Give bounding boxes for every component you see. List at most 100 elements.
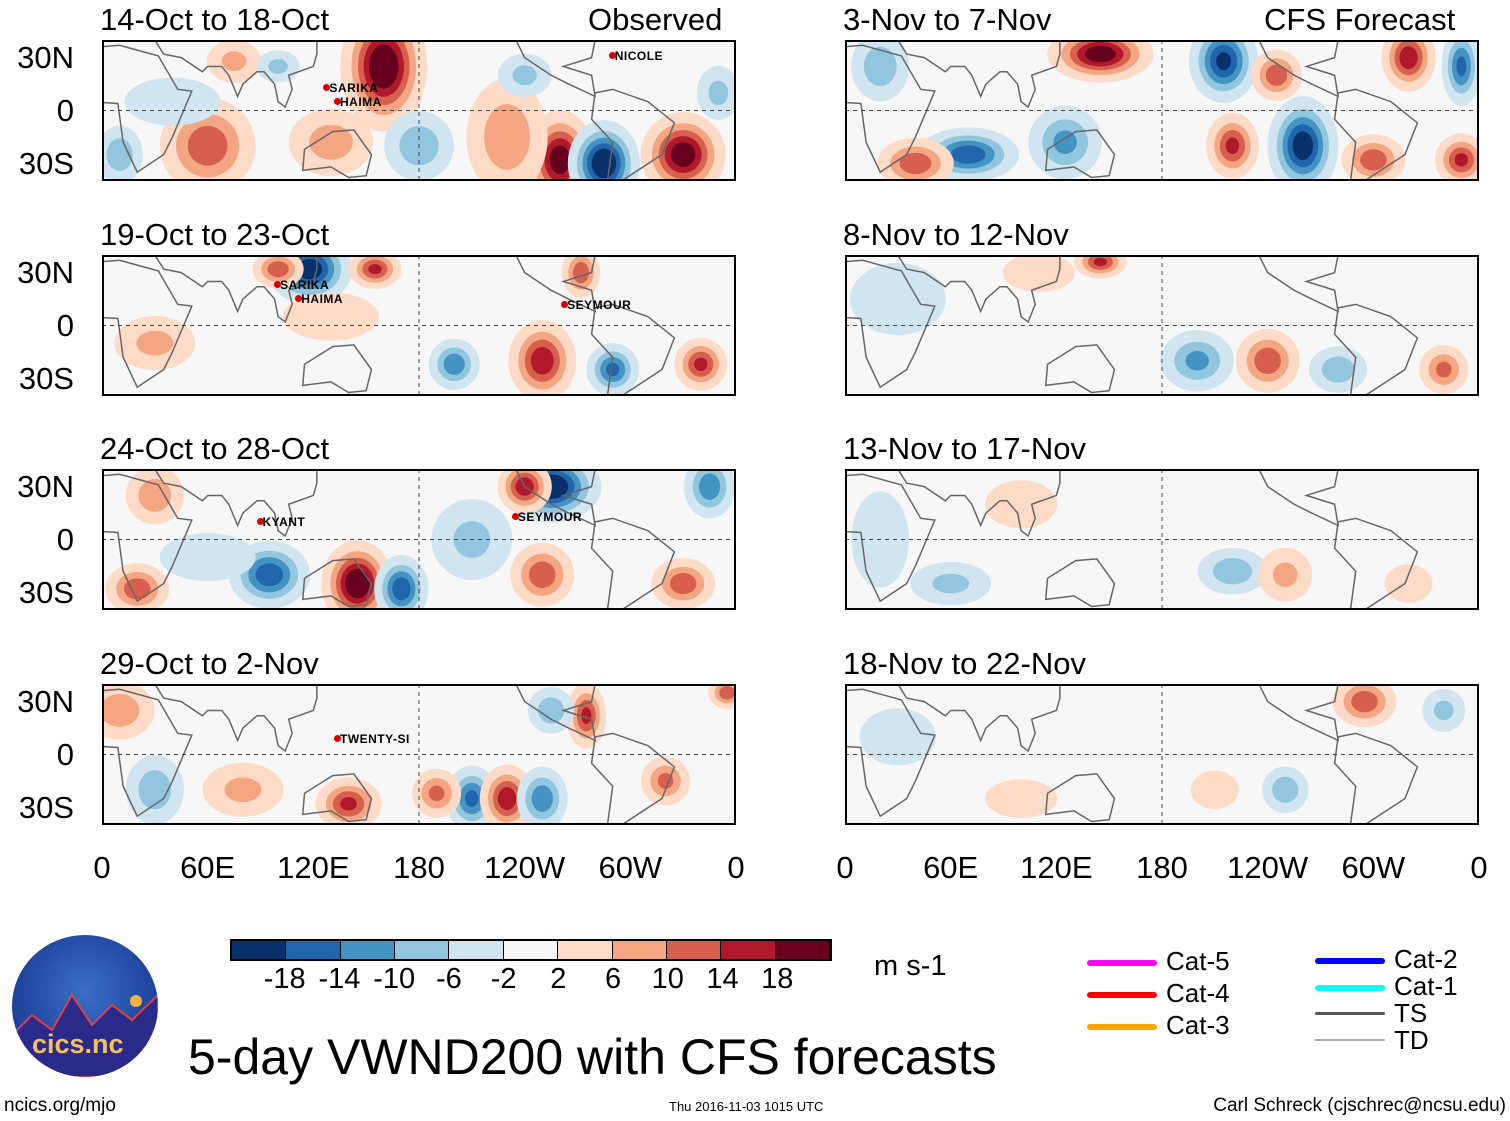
coastline bbox=[516, 42, 597, 98]
anomaly-contour bbox=[694, 357, 708, 371]
anomaly-contour bbox=[136, 330, 174, 356]
legend-label: Cat-5 bbox=[1166, 946, 1230, 976]
anomaly-contour bbox=[1254, 347, 1281, 375]
storm-label: KYANT bbox=[262, 515, 306, 530]
colorbar-label: 6 bbox=[605, 963, 622, 995]
y-tick-label: 0 bbox=[56, 308, 74, 343]
anomaly-contour bbox=[669, 572, 697, 595]
anomaly-contour bbox=[1351, 690, 1378, 713]
panel-title: 19-Oct to 23-Oct bbox=[100, 217, 330, 252]
colorbar-swatch bbox=[395, 941, 450, 959]
x-tick-label: 0 bbox=[836, 850, 854, 885]
panel-title: 18-Nov to 22-Nov bbox=[843, 646, 1086, 681]
anomaly-contour bbox=[1384, 564, 1433, 603]
legend-label: Cat-3 bbox=[1166, 1010, 1230, 1040]
coastline bbox=[155, 257, 318, 324]
anomaly-contour bbox=[1225, 137, 1240, 155]
site-link[interactable]: ncics.org/mjo bbox=[4, 1095, 116, 1116]
x-tick-label: 0 bbox=[93, 850, 111, 885]
storm-label: HAIMA bbox=[339, 94, 382, 109]
colorbar-swatch bbox=[340, 941, 396, 959]
x-tick-label: 60E bbox=[923, 850, 979, 885]
anomaly-contour bbox=[1435, 361, 1452, 378]
anomaly-contour bbox=[985, 779, 1058, 818]
anomaly-contour bbox=[138, 479, 172, 512]
anomaly-contour bbox=[443, 353, 465, 375]
colorbar-swatch bbox=[286, 941, 341, 959]
anomaly-contour bbox=[1216, 52, 1232, 71]
anomaly-contour bbox=[1456, 56, 1467, 77]
anomaly-contour bbox=[573, 261, 589, 284]
coastline bbox=[1259, 686, 1340, 742]
anomaly-contour bbox=[528, 561, 556, 589]
x-tick-label: 60W bbox=[598, 850, 663, 885]
anomaly-contour bbox=[657, 773, 674, 789]
legend-label: TD bbox=[1394, 1025, 1429, 1055]
panel-title: 24-Oct to 28-Oct bbox=[100, 431, 330, 466]
timestamp: Thu 2016-11-03 1015 UTC bbox=[669, 1099, 824, 1114]
anomaly-contour bbox=[537, 697, 565, 724]
coastline bbox=[590, 303, 676, 394]
coastline bbox=[155, 686, 318, 753]
x-tick-label: 120W bbox=[1227, 850, 1309, 885]
anomaly-contour bbox=[124, 77, 221, 126]
anomaly-contour bbox=[268, 59, 288, 74]
coastline bbox=[1259, 42, 1340, 98]
coastline bbox=[301, 344, 373, 394]
anomaly-contour bbox=[1433, 700, 1454, 721]
anomaly-contour bbox=[1272, 776, 1299, 803]
storm-track-icon bbox=[561, 300, 569, 308]
x-tick-label: 0 bbox=[1470, 850, 1488, 885]
x-tick-label: 60W bbox=[1341, 850, 1406, 885]
map-field bbox=[847, 42, 1477, 179]
anomaly-contour bbox=[1399, 46, 1418, 70]
legend-label: Cat-2 bbox=[1394, 944, 1458, 974]
anomaly-contour bbox=[1093, 257, 1108, 267]
coastline bbox=[516, 686, 597, 742]
y-tick-label: 0 bbox=[56, 93, 74, 128]
anomaly-contour bbox=[985, 480, 1058, 529]
anomaly-contour bbox=[531, 785, 553, 812]
legend-label: Cat-1 bbox=[1394, 971, 1458, 1001]
y-tick-label: 30N bbox=[17, 40, 74, 75]
x-tick-label: 180 bbox=[393, 850, 445, 885]
storm-label: SEYMOUR bbox=[517, 509, 583, 524]
storm-track-icon bbox=[511, 512, 519, 520]
map-field bbox=[847, 686, 1477, 823]
anomaly-contour bbox=[530, 346, 554, 375]
anomaly-contour bbox=[512, 65, 537, 86]
anomaly-contour bbox=[708, 80, 729, 106]
legend-line bbox=[1315, 1039, 1385, 1041]
legend-line bbox=[1087, 992, 1157, 998]
anomaly-contour bbox=[859, 708, 936, 766]
x-tick-label: 0 bbox=[727, 850, 745, 885]
figure-title: 5-day VWND200 with CFS forecasts bbox=[188, 1029, 997, 1085]
legend-line bbox=[1315, 1012, 1385, 1015]
anomaly-contour bbox=[104, 694, 140, 727]
colorbar-swatch bbox=[666, 941, 722, 959]
anomaly-contour bbox=[340, 797, 357, 811]
y-tick-label: 0 bbox=[56, 522, 74, 557]
anomaly-contour bbox=[1185, 350, 1209, 371]
coastline bbox=[590, 732, 676, 823]
anomaly-contour bbox=[484, 104, 530, 170]
coastline bbox=[898, 686, 1061, 753]
storm-track-icon bbox=[323, 83, 331, 91]
coastline bbox=[1259, 471, 1340, 527]
legend-line bbox=[1315, 958, 1385, 964]
coastline bbox=[898, 42, 1061, 109]
legend-line bbox=[1087, 1024, 1157, 1030]
anomaly-contour bbox=[899, 152, 932, 175]
anomaly-contour bbox=[1454, 153, 1469, 167]
coastline bbox=[847, 688, 936, 818]
y-tick-label: 30S bbox=[18, 146, 74, 181]
coastline bbox=[516, 257, 597, 313]
x-tick-label: 180 bbox=[1136, 850, 1188, 885]
colorbar-label: 2 bbox=[550, 963, 567, 995]
anomaly-contour bbox=[670, 142, 696, 167]
map-panel bbox=[845, 255, 1479, 396]
anomaly-contour bbox=[1321, 356, 1355, 383]
anomaly-contour bbox=[282, 292, 379, 341]
colorbar-swatch bbox=[558, 941, 613, 959]
